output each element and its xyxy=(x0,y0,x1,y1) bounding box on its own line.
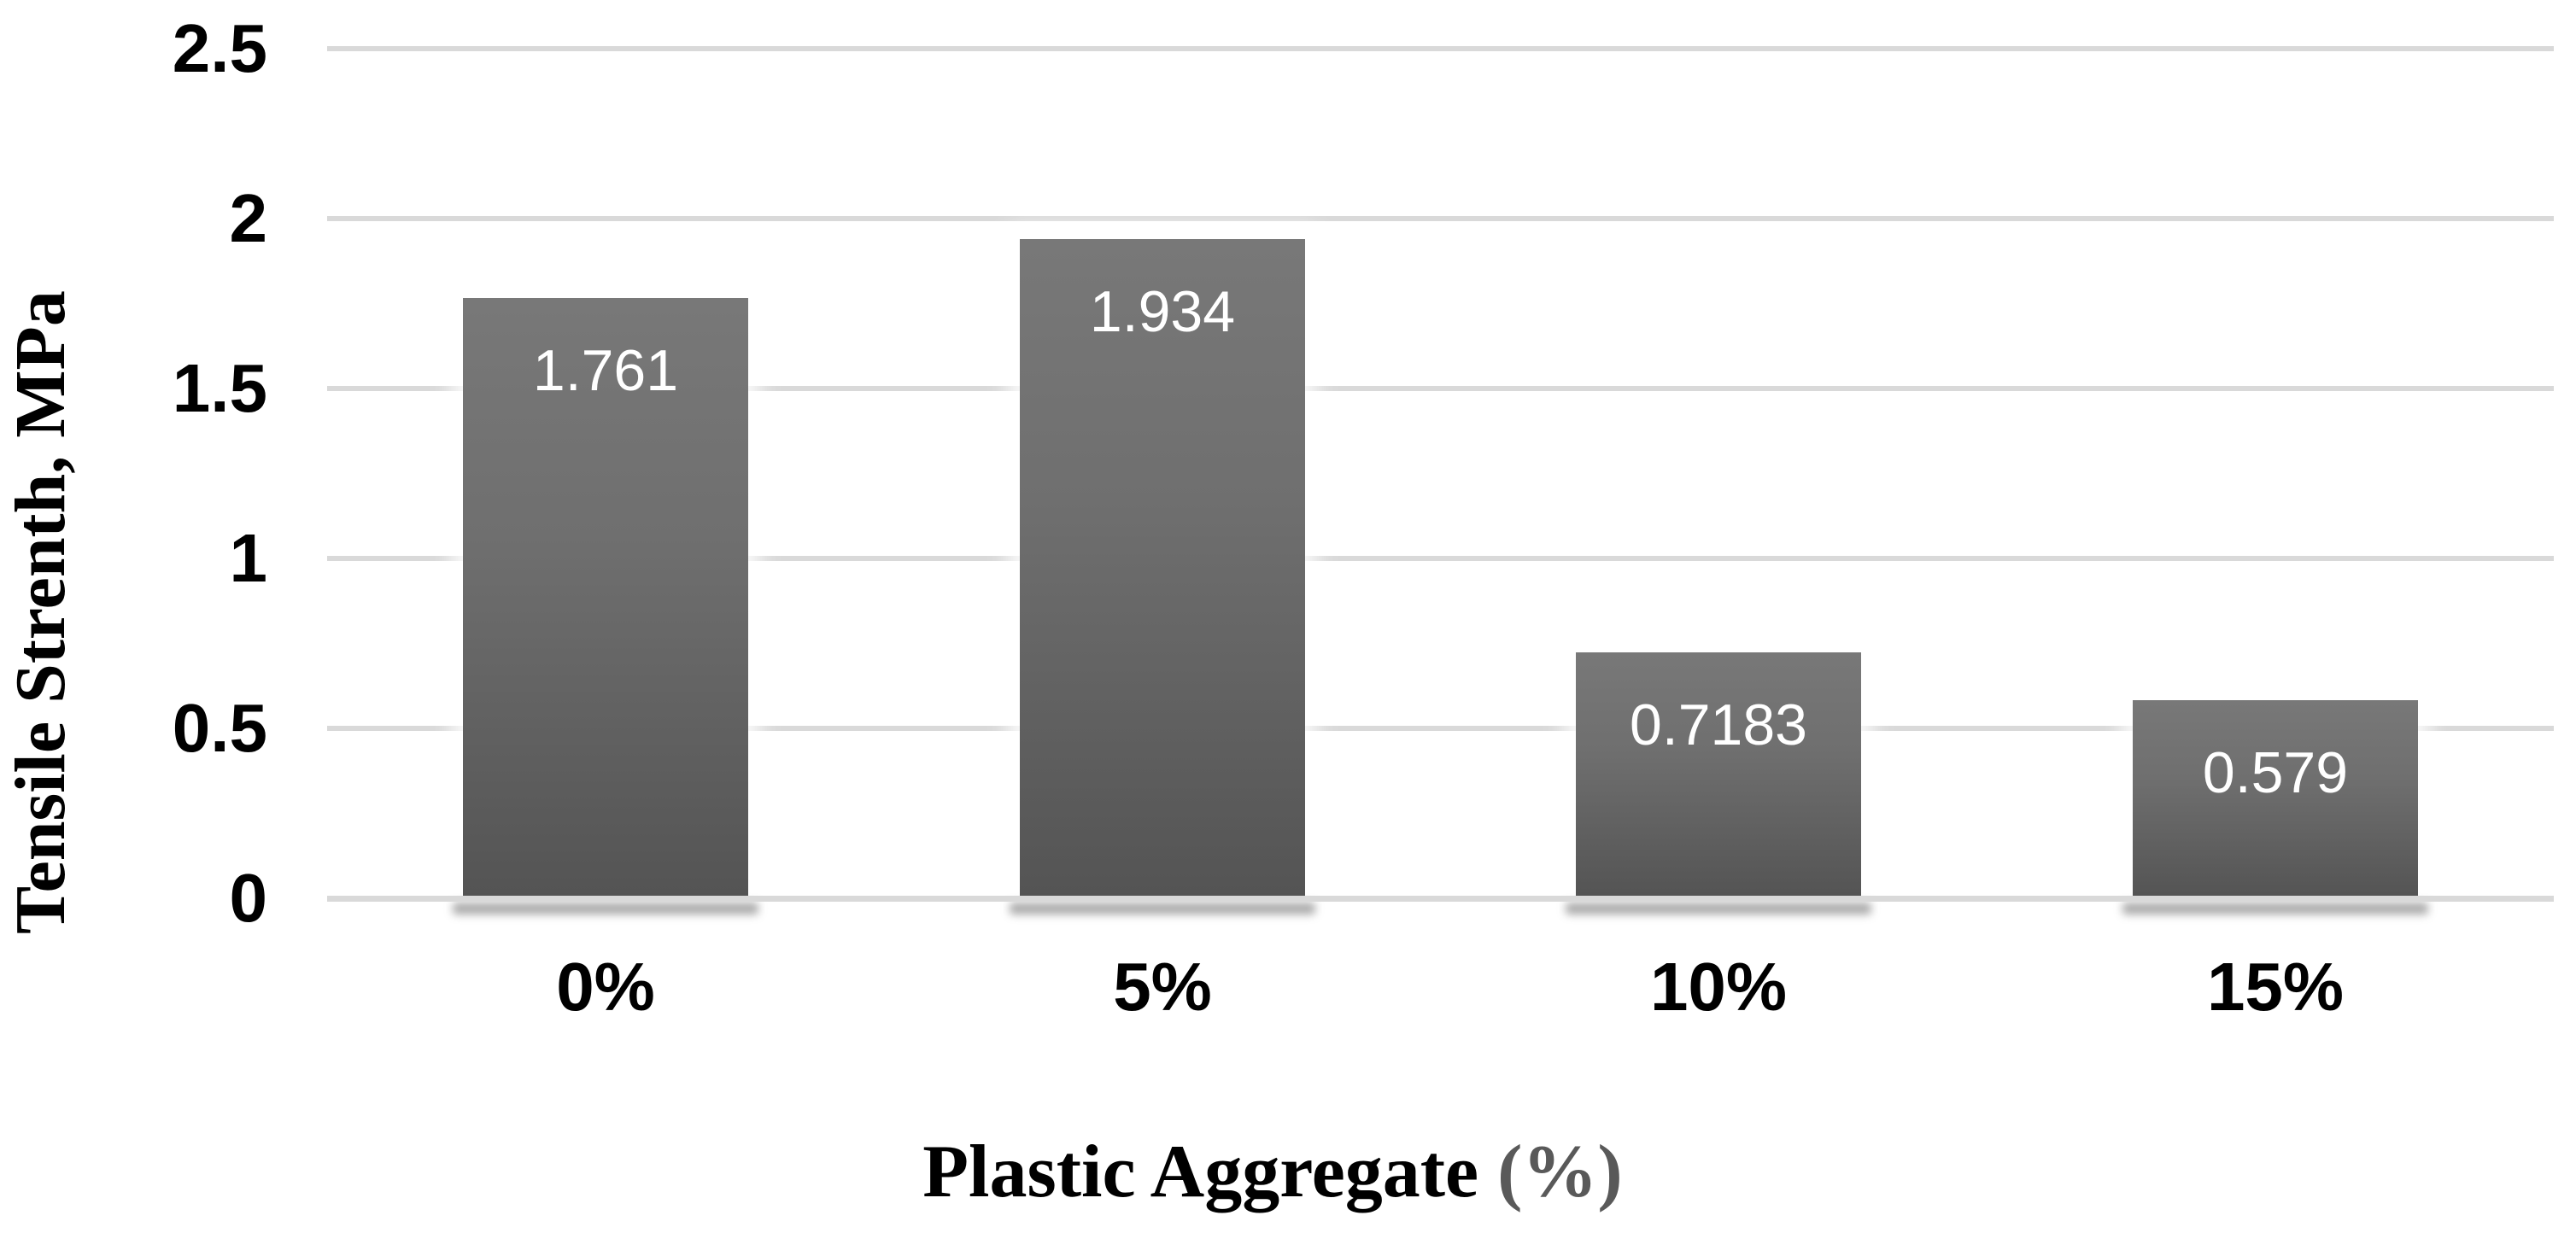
bar-value-label: 1.761 xyxy=(532,338,679,403)
bar-drop-shadow xyxy=(1566,903,1871,915)
x-axis-title-unit: (%) xyxy=(1497,1131,1623,1213)
gridline-y-1.5 xyxy=(327,386,2554,391)
bar-value-label: 0.579 xyxy=(2202,740,2349,805)
y-tick-label: 1 xyxy=(229,520,268,596)
bar-0%: 1.761 xyxy=(463,298,748,897)
gridline-y-2 xyxy=(327,216,2554,221)
bar-5%: 1.934 xyxy=(1020,239,1305,897)
bar-drop-shadow xyxy=(2122,903,2428,915)
y-tick-label: 2.5 xyxy=(172,10,267,86)
bar-10%: 0.7183 xyxy=(1576,652,1861,897)
y-tick-label: 0.5 xyxy=(172,690,267,766)
y-tick-label: 2 xyxy=(229,180,268,256)
gridline-y-0 xyxy=(327,896,2554,902)
x-tick-label: 15% xyxy=(2206,949,2345,1025)
bar-drop-shadow xyxy=(1010,903,1315,915)
y-tick-label: 1.5 xyxy=(172,350,267,426)
bar-value-label: 0.7183 xyxy=(1630,692,1807,757)
gridline-y-2.5 xyxy=(327,46,2554,51)
gridline-y-0.5 xyxy=(327,726,2554,731)
y-tick-label: 0 xyxy=(229,860,268,936)
bar-15%: 0.579 xyxy=(2133,700,2418,897)
x-tick-label: 0% xyxy=(556,949,655,1025)
x-tick-label: 5% xyxy=(1113,949,1212,1025)
x-tick-label: 10% xyxy=(1649,949,1788,1025)
bar-drop-shadow xyxy=(453,903,758,915)
bar-value-label: 1.934 xyxy=(1089,279,1236,344)
gridline-y-1 xyxy=(327,556,2554,561)
x-axis-title: Plastic Aggregate (%) xyxy=(0,1125,2545,1219)
x-axis-title-text: Plastic Aggregate xyxy=(922,1131,1498,1213)
